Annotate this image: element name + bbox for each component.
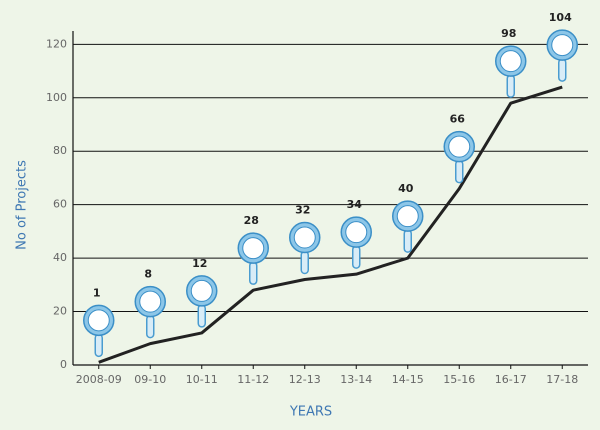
magnifier-handle — [559, 59, 566, 81]
y-tick-label: 120 — [46, 37, 67, 50]
y-tick-label: 60 — [53, 198, 67, 211]
magnifier-glass — [88, 310, 109, 331]
magnifier-glass — [191, 280, 212, 301]
magnifier-handle — [250, 262, 257, 284]
magnifier-glass — [500, 51, 521, 72]
x-tick-label: 09-10 — [134, 373, 166, 386]
value-label: 1 — [93, 286, 101, 299]
magnifier-handle — [301, 251, 308, 273]
y-tick-label: 40 — [53, 251, 67, 264]
magnifier-handle — [198, 305, 205, 327]
magnifier-glass — [294, 227, 315, 248]
magnifier-glass — [346, 222, 367, 243]
value-label: 34 — [347, 198, 363, 211]
x-tick-label: 17-18 — [546, 373, 578, 386]
x-tick-label: 2008-09 — [76, 373, 122, 386]
x-tick-label: 11-12 — [237, 373, 269, 386]
value-label: 32 — [295, 203, 310, 216]
value-label: 28 — [244, 214, 259, 227]
y-tick-label: 100 — [46, 91, 67, 104]
magnifier-handle — [353, 246, 360, 268]
x-tick-label: 14-15 — [392, 373, 424, 386]
y-tick-label: 80 — [53, 144, 67, 157]
value-label: 40 — [398, 182, 414, 195]
value-label: 12 — [192, 257, 207, 270]
magnifier-handle — [95, 334, 102, 356]
x-tick-label: 16-17 — [495, 373, 527, 386]
value-label: 98 — [501, 27, 516, 40]
x-tick-label: 12-13 — [289, 373, 321, 386]
y-tick-label: 20 — [53, 305, 67, 318]
value-label: 104 — [549, 11, 572, 24]
magnifier-handle — [147, 316, 154, 338]
x-tick-label: 15-16 — [443, 373, 475, 386]
magnifier-glass — [449, 136, 470, 157]
y-tick-label: 0 — [60, 358, 67, 371]
y-axis-title: No of Projects — [15, 160, 30, 250]
magnifier-glass — [552, 35, 573, 56]
magnifier-handle — [456, 161, 463, 183]
magnifier-handle — [507, 75, 514, 97]
magnifier-glass — [140, 291, 161, 312]
x-axis-title: YEARS — [289, 405, 332, 420]
x-tick-label: 13-14 — [340, 373, 372, 386]
magnifier-glass — [243, 238, 264, 259]
x-tick-label: 10-11 — [186, 373, 218, 386]
value-label: 66 — [450, 113, 466, 126]
magnifier-handle — [404, 230, 411, 252]
page: No of Projects YEARS 0 20 40 60 80 100 120 2008… — [0, 0, 600, 430]
magnifier-glass — [397, 206, 418, 227]
chart: No of Projects YEARS 0 20 40 60 80 100 120 2008… — [0, 0, 600, 430]
value-label: 8 — [144, 268, 152, 281]
